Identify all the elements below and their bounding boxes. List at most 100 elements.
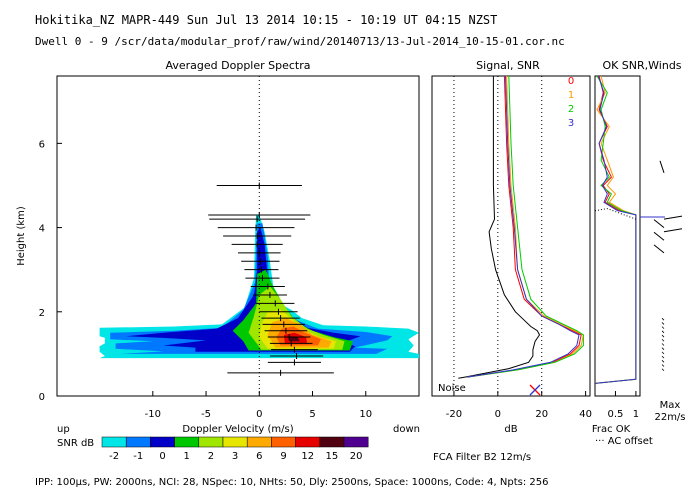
xtick-label-0: 0 [256,409,262,420]
snr-xlabel: dB [504,424,517,435]
snr-series-3 [467,75,584,378]
colorbar-level-9: 15 [326,451,339,462]
header-title: Hokitika_NZ MAPR-449 Sun Jul 13 2014 10:… [35,13,497,27]
legend-entry-1: 1 [568,90,574,101]
wind-tick-low [661,322,665,325]
wind-tick-low [661,347,665,350]
wind-arrow-5 [653,244,665,254]
ytick-label-4: 4 [39,224,45,235]
snr-xtick-label--20: -20 [446,409,462,420]
wind-tick-low [661,360,665,363]
label-down: down [393,424,420,435]
colorbar-swatch-6 [246,436,272,448]
wind-arrow-0 [659,160,665,174]
spectra-xlabel: Doppler Velocity (m/s) [182,424,293,435]
ytick-label-0: 0 [39,392,45,403]
wind-tick-low [661,351,665,355]
legend-entry-0: 0 [568,76,574,87]
spectra-ticks: -10 -5 0 5 10 0 2 4 6 [39,139,373,420]
winds-title: OK SNR,Winds [602,59,681,72]
ytick-label-6: 6 [39,139,45,150]
ac-offset-label: ··· AC offset [595,436,653,447]
cross-marker [529,384,541,396]
frac-ok-series [594,75,637,384]
colorbar-swatch-9 [319,436,345,448]
frac-ok-label: Frac OK [592,424,631,435]
colorbar: -2 -1 0 1 2 3 6 9 12 15 20 [101,436,369,462]
spectra-title: Averaged Doppler Spectra [165,59,310,72]
footer-params: IPP: 100µs, PW: 2000ns, NCI: 28, NSpec: … [35,477,548,488]
colorbar-level-2: 0 [159,451,165,462]
wind-tick-low [661,326,665,329]
colorbar-level-1: -1 [133,451,143,462]
colorbar-label: SNR dB [57,438,94,449]
max-speed-label: 22m/s [654,412,685,423]
wind-arrow-3 [663,228,683,233]
legend-entry-3: 3 [568,118,574,129]
colorbar-swatch-4 [198,436,224,448]
spectra-ylabel: Height (km) [16,206,27,266]
snr-series [458,75,584,379]
snr-series-0 [458,76,541,379]
ytick-label-2: 2 [39,308,45,319]
header-path: Dwell 0 - 9 /scr/data/modular_prof/raw/w… [35,35,565,48]
colorbar-level-4: 2 [208,451,214,462]
snr-xtick-label-20: 20 [535,409,548,420]
colorbar-level-0: -2 [109,451,119,462]
wind-tick-low [661,338,665,342]
colorbar-level-7: 9 [280,451,286,462]
colorbar-level-10: 20 [350,451,363,462]
frac-ok-series-3 [594,75,637,384]
frac-xtick-label-1: 1 [633,409,639,420]
winds-legend: 0 1 2 3 [568,76,574,129]
colorbar-swatch-0 [101,436,127,448]
colorbar-swatch-8 [295,436,321,448]
noise-label: Noise [438,383,466,394]
doppler-spectra-panel: -10 -5 0 5 10 0 2 4 6 [39,75,420,420]
wind-tick-low [661,317,665,321]
winds-frame [594,75,641,397]
xtick-label-5: 5 [309,409,315,420]
label-up: up [57,424,70,435]
colorbar-level-6: 6 [256,451,262,462]
wind-tick-low [661,355,665,359]
xtick-label--5: -5 [201,409,211,420]
spectra-error-bars [208,182,334,376]
wind-barbs [653,160,683,372]
wind-tick-low [661,364,665,367]
colorbar-swatch-5 [222,436,248,448]
colorbar-swatch-10 [343,436,369,448]
max-label: Max [660,400,681,411]
frac-xtick-label-0: 0.5 [608,409,624,420]
wind-tick-low [661,343,665,346]
snr-series-4 [467,75,580,378]
wind-tick-low [661,330,665,334]
snr-gridlines [453,76,543,396]
snr-title: Signal, SNR [476,59,540,72]
legend-entry-2: 2 [568,104,574,115]
colorbar-level-8: 12 [301,451,314,462]
colorbar-swatch-7 [271,436,296,448]
colorbar-level-5: 3 [232,451,238,462]
filter-label: FCA Filter B2 12m/s [433,452,531,463]
wind-tick-low [661,334,665,338]
snr-panel: -20 0 20 40 Noise [431,75,592,420]
colorbar-swatch-3 [174,436,200,448]
wind-arrow-4 [653,231,665,241]
snr-frame [431,75,591,397]
colorbar-swatch-2 [150,436,175,448]
wind-tick-low [661,368,665,372]
frac-ok-ticks: 0.5 1 [608,216,665,420]
wind-arrow-2 [653,219,665,228]
colorbar-level-3: 1 [184,451,190,462]
frac-ok-series-4 [594,208,637,220]
wind-arrow-1 [663,215,683,220]
snr-xtick-label-0: 0 [495,409,501,420]
colorbar-swatch-1 [125,436,151,448]
xtick-label--10: -10 [145,409,161,420]
snr-xtick-label-40: 40 [579,409,592,420]
snr-ticks: -20 0 20 40 [446,391,592,420]
xtick-label-10: 10 [359,409,372,420]
